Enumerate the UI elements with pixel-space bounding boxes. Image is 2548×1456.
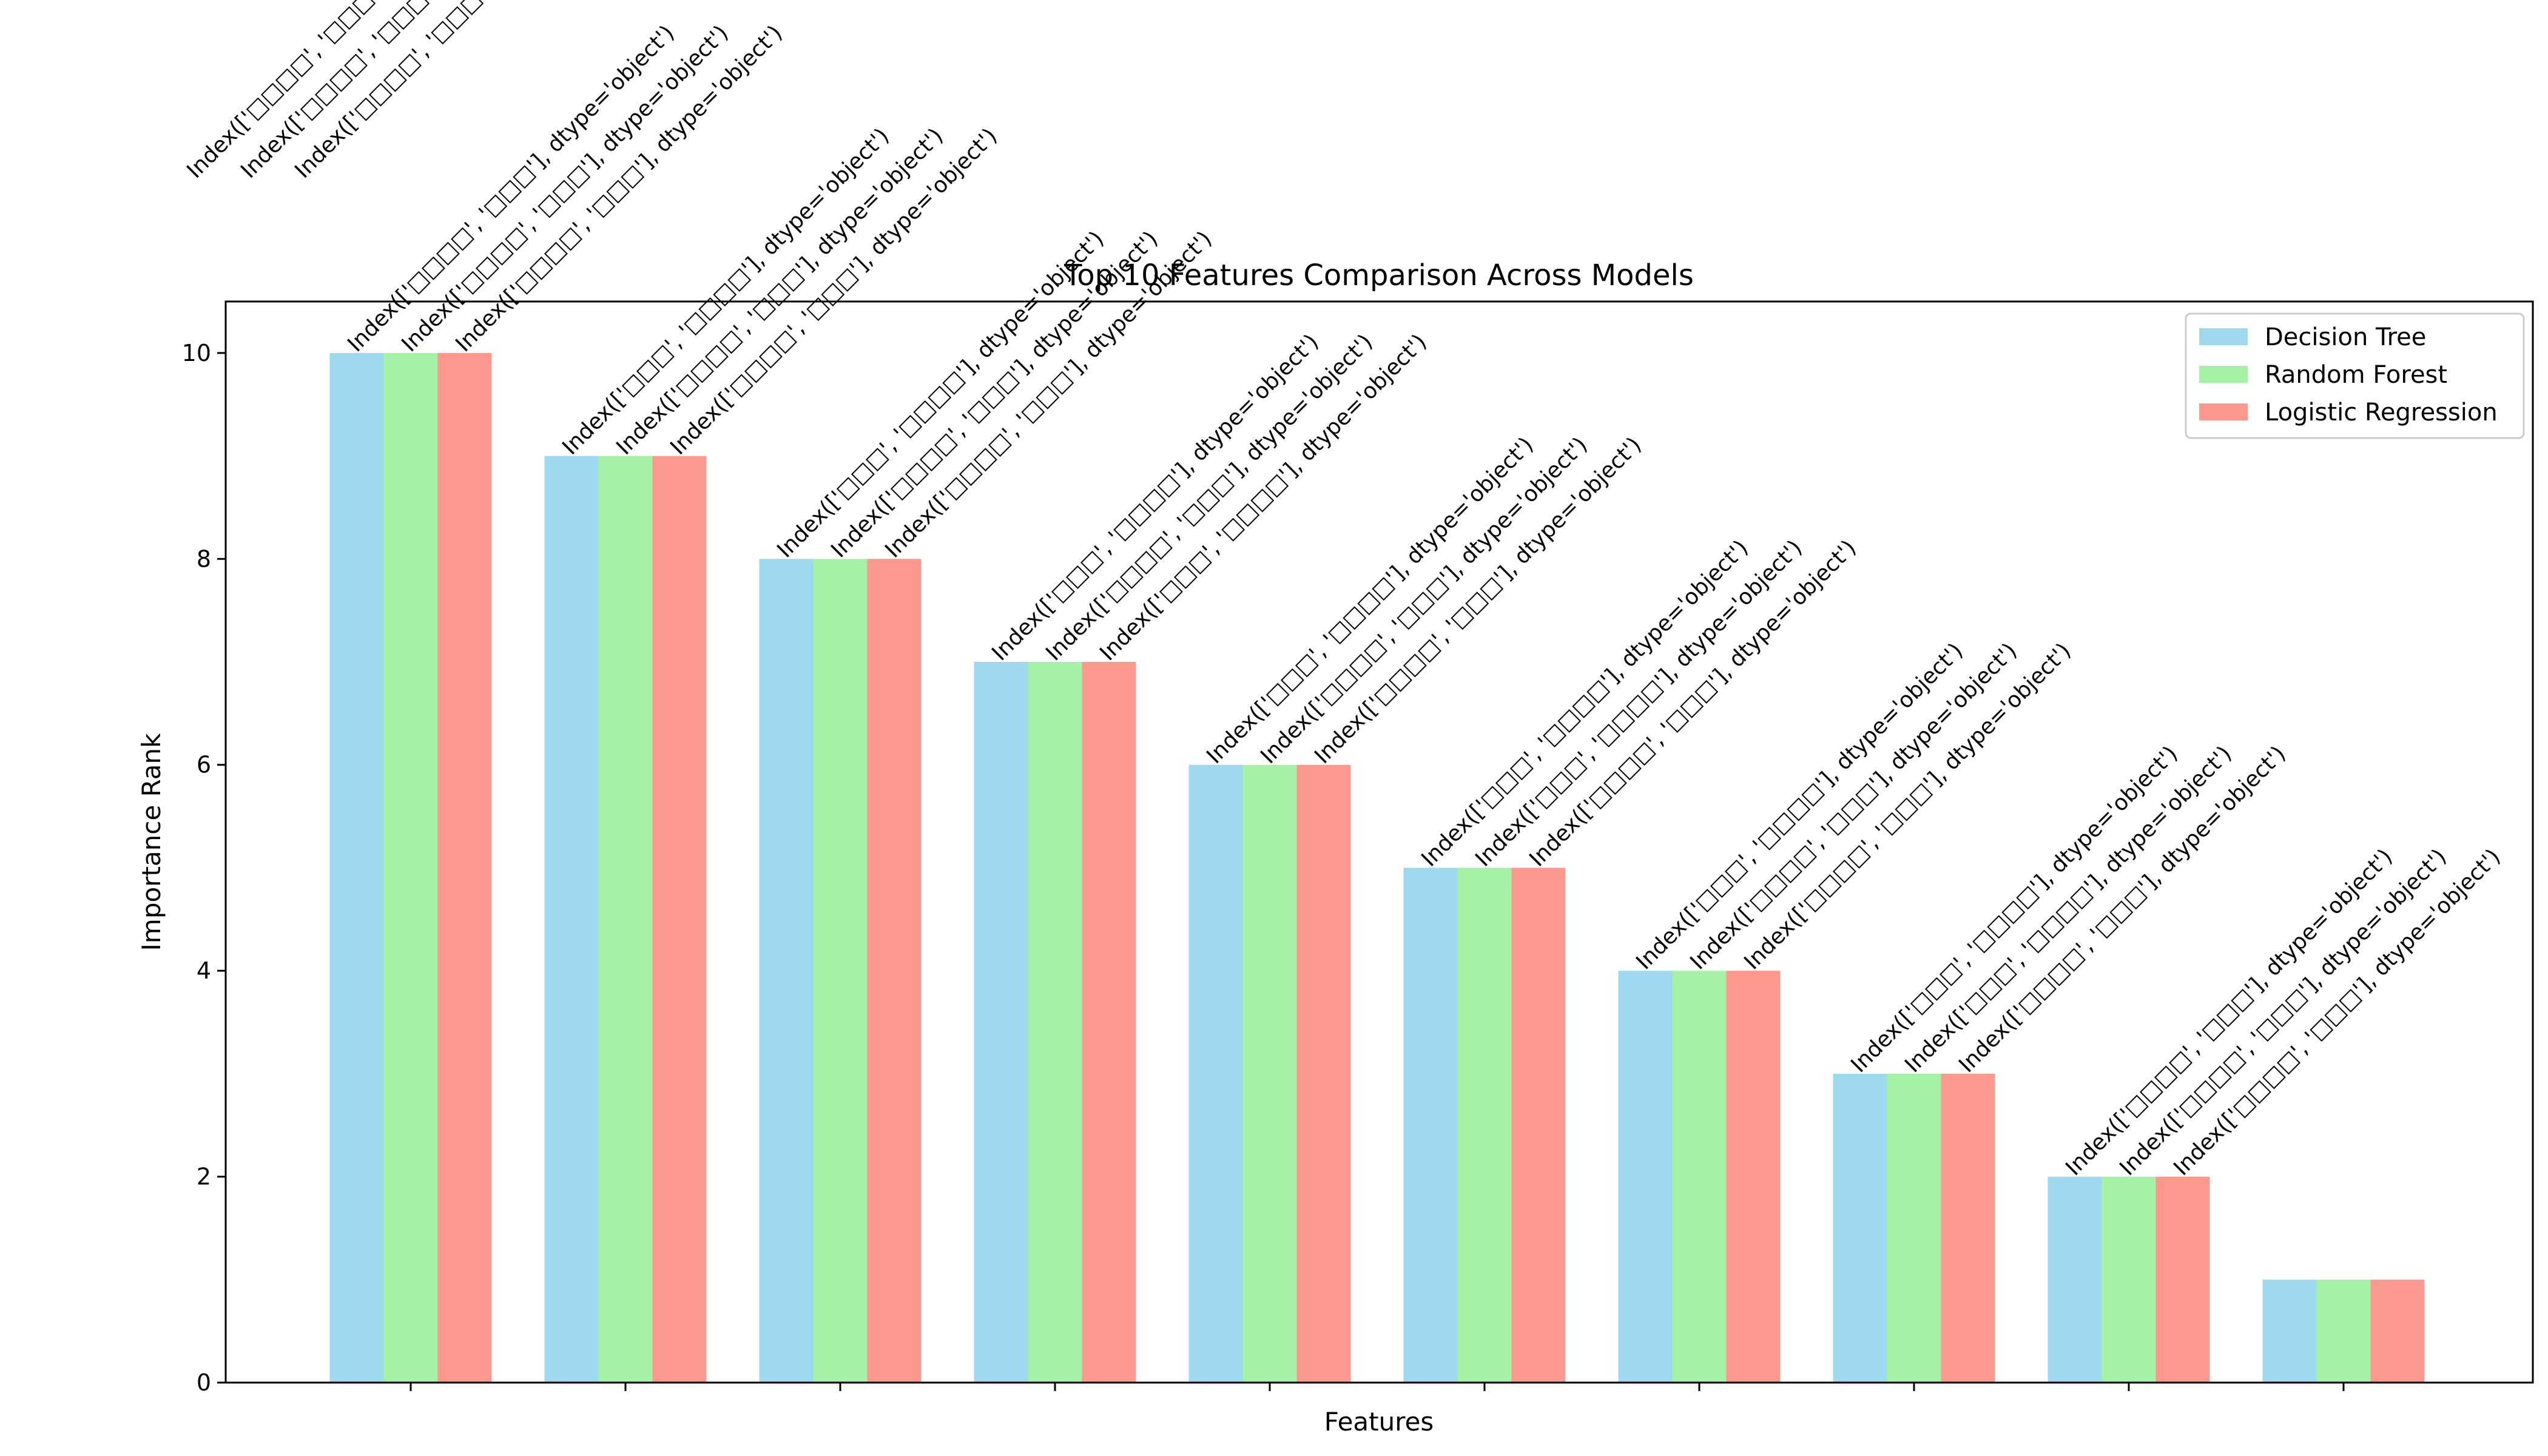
- bar: [598, 456, 653, 1383]
- y-axis: 0 2 4 6 8 10: [182, 340, 226, 1396]
- legend-swatch: [2199, 403, 2248, 420]
- bar: [2262, 1279, 2317, 1383]
- bar: [1242, 764, 1297, 1383]
- bar: [1188, 764, 1243, 1383]
- bar: [1403, 868, 1458, 1383]
- bar: [1887, 1073, 1941, 1383]
- y-tick-label: 8: [197, 545, 211, 572]
- bar: [867, 559, 922, 1383]
- bar: [1618, 971, 1673, 1383]
- bar: [329, 352, 384, 1383]
- x-axis-label: Features: [1324, 1407, 1434, 1437]
- y-tick-label: 4: [197, 957, 211, 984]
- y-tick-label: 6: [197, 752, 211, 778]
- bar: [383, 352, 438, 1383]
- bar: [2101, 1176, 2156, 1383]
- legend-entry: Random Forest: [2265, 361, 2447, 389]
- bar: [1028, 662, 1082, 1383]
- legend-box: [2185, 312, 2525, 439]
- y-tick-label: 0: [197, 1369, 211, 1396]
- bar: [2370, 1279, 2425, 1383]
- bar: [813, 559, 868, 1383]
- bar: [1672, 971, 1727, 1383]
- x-axis: [410, 1383, 2345, 1391]
- bar: [1833, 1073, 1887, 1383]
- bar: [437, 352, 492, 1383]
- bar: [544, 456, 599, 1383]
- y-tick-label: 2: [197, 1164, 211, 1190]
- bar: [1082, 662, 1136, 1383]
- legend: Decision Tree Random Forest Logistic Regre…: [2185, 312, 2525, 439]
- bars: [329, 352, 2425, 1383]
- bar: [974, 662, 1028, 1383]
- chart-title: Top 10 Features Comparison Across Models: [1063, 258, 1694, 292]
- legend-entry: Logistic Regression: [2265, 399, 2498, 426]
- bar: [652, 456, 707, 1383]
- bar: [1511, 868, 1566, 1383]
- bar: [1726, 971, 1781, 1383]
- y-axis-label: Importance Rank: [136, 733, 166, 951]
- legend-swatch: [2199, 366, 2248, 383]
- plot-frame: [224, 300, 2534, 1384]
- bar: [2155, 1176, 2210, 1383]
- legend-entry: Decision Tree: [2265, 323, 2426, 351]
- bar: [2048, 1176, 2102, 1383]
- bar: [1941, 1073, 1995, 1383]
- bar: [1457, 868, 1512, 1383]
- bar: [1296, 764, 1351, 1383]
- legend-swatch: [2199, 328, 2248, 345]
- bar: [2316, 1279, 2371, 1383]
- bar: [759, 559, 814, 1383]
- y-tick-label: 10: [182, 340, 211, 366]
